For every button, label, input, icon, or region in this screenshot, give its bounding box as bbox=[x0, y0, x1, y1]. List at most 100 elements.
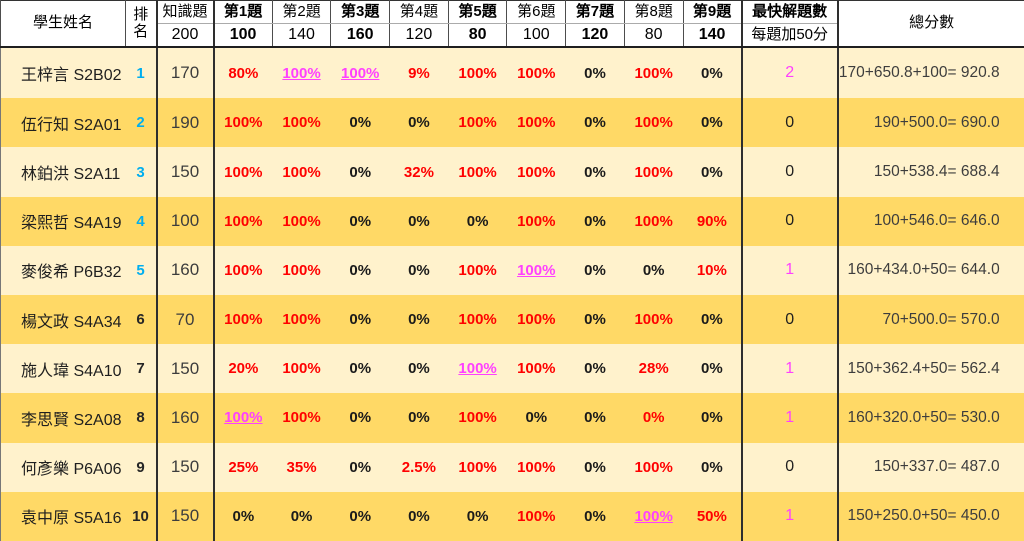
score-cell-q9: 90% bbox=[683, 196, 742, 246]
score-cell-q6: 100% bbox=[506, 98, 566, 148]
table-row: 林鉑洪 S2A11 3 150 100% 100% 0% 32% 100% 100% 0% 1… bbox=[0, 147, 1024, 197]
rank-value: 10 bbox=[125, 491, 157, 541]
table-body: 王梓言 S2B02 1 170 80% 100% 100% 9% 100% 100% 0% 1… bbox=[0, 47, 1024, 541]
score-cell-q7: 0% bbox=[565, 491, 625, 541]
fastest-count: 2 bbox=[740, 47, 839, 99]
table-row: 袁中原 S5A16 10 150 0% 0% 0% 0% 0% 100% 0% 100% 50%… bbox=[0, 491, 1024, 541]
header-knowledge-label: 知識題 bbox=[155, 0, 215, 24]
score-cell-q3: 0% bbox=[330, 491, 390, 541]
rank-value: 5 bbox=[125, 245, 157, 295]
score-cell-q7: 0% bbox=[565, 442, 625, 492]
score-cell-q1: 100% bbox=[213, 196, 273, 246]
score-cell-q3[interactable]: 100% bbox=[330, 47, 390, 99]
knowledge-score: 100 bbox=[155, 196, 215, 246]
score-cell-q8: 0% bbox=[624, 245, 683, 295]
score-cell-q9: 10% bbox=[683, 245, 742, 295]
rank-value: 8 bbox=[125, 393, 157, 443]
total-score: 160+320.0+50= 530.0 bbox=[837, 393, 1024, 443]
student-name: 梁熙哲 S4A19 bbox=[0, 196, 126, 246]
knowledge-score: 150 bbox=[155, 442, 215, 492]
header-student-name: 學生姓名 bbox=[0, 0, 126, 48]
table-row: 伍行知 S2A01 2 190 100% 100% 0% 0% 100% 100% 0% 10… bbox=[0, 98, 1024, 148]
score-cell-q9: 0% bbox=[683, 147, 742, 197]
student-name: 袁中原 S5A16 bbox=[0, 491, 126, 541]
score-cell-q3: 0% bbox=[330, 98, 390, 148]
score-cell-q4: 2.5% bbox=[389, 442, 449, 492]
score-cell-q4: 0% bbox=[389, 294, 449, 345]
total-score: 150+362.4+50= 562.4 bbox=[837, 344, 1024, 394]
student-name: 何彥樂 P6A06 bbox=[0, 442, 126, 492]
score-cell-q4: 0% bbox=[389, 196, 449, 246]
header-knowledge-points: 200 bbox=[155, 23, 215, 48]
score-cell-q8: 100% bbox=[624, 98, 683, 148]
score-cell-q1: 0% bbox=[213, 491, 273, 541]
score-cell-q1: 100% bbox=[213, 245, 273, 295]
knowledge-score: 160 bbox=[155, 245, 215, 295]
score-cell-q6: 100% bbox=[506, 47, 566, 99]
score-cell-q3: 0% bbox=[330, 294, 390, 345]
score-cell-q2: 100% bbox=[272, 344, 331, 394]
score-cell-q9: 0% bbox=[683, 294, 742, 345]
score-cell-q2: 100% bbox=[272, 294, 331, 345]
score-cell-q8: 100% bbox=[624, 47, 683, 99]
score-cell-q3: 0% bbox=[330, 442, 390, 492]
score-cell-q4: 32% bbox=[389, 147, 449, 197]
score-cell-q9: 0% bbox=[683, 47, 742, 99]
score-cell-q4: 0% bbox=[389, 393, 449, 443]
rank-value: 7 bbox=[125, 344, 157, 394]
score-cell-q8: 100% bbox=[624, 442, 683, 492]
score-cell-q3: 0% bbox=[330, 147, 390, 197]
knowledge-score: 170 bbox=[155, 47, 215, 99]
header-q6-label: 第6題 bbox=[506, 0, 566, 24]
score-cell-q9: 0% bbox=[683, 344, 742, 394]
score-cell-q3: 0% bbox=[330, 393, 390, 443]
score-cell-q9: 50% bbox=[683, 491, 742, 541]
score-cell-q9: 0% bbox=[683, 442, 742, 492]
score-cell-q6: 100% bbox=[506, 196, 566, 246]
score-cell-q1: 100% bbox=[213, 147, 273, 197]
fastest-count: 0 bbox=[740, 147, 839, 197]
rank-value: 1 bbox=[125, 47, 157, 99]
score-cell-q7: 0% bbox=[565, 98, 625, 148]
score-cell-q6: 100% bbox=[506, 491, 566, 541]
score-cell-q1[interactable]: 100% bbox=[213, 393, 273, 443]
fastest-count: 1 bbox=[740, 491, 839, 541]
score-cell-q5: 100% bbox=[448, 393, 507, 443]
score-cell-q1: 20% bbox=[213, 344, 273, 394]
table-row: 何彥樂 P6A06 9 150 25% 35% 0% 2.5% 100% 100% 0% 10… bbox=[0, 442, 1024, 492]
score-cell-q2[interactable]: 100% bbox=[272, 47, 331, 99]
fastest-count: 0 bbox=[740, 98, 839, 148]
header-total: 總分數 bbox=[837, 0, 1024, 48]
score-cell-q8: 100% bbox=[624, 147, 683, 197]
total-score: 70+500.0= 570.0 bbox=[837, 294, 1024, 345]
score-cell-q5[interactable]: 100% bbox=[448, 344, 507, 394]
score-cell-q6[interactable]: 100% bbox=[506, 245, 566, 295]
score-cell-q4: 0% bbox=[389, 491, 449, 541]
score-cell-q8: 100% bbox=[624, 294, 683, 345]
knowledge-score: 70 bbox=[155, 294, 215, 345]
score-cell-q2: 0% bbox=[272, 491, 331, 541]
score-cell-q3: 0% bbox=[330, 245, 390, 295]
score-cell-q7: 0% bbox=[565, 196, 625, 246]
score-cell-q5: 0% bbox=[448, 196, 507, 246]
header-q4-points: 120 bbox=[389, 23, 449, 48]
score-cell-q7: 0% bbox=[565, 344, 625, 394]
score-cell-q5: 100% bbox=[448, 294, 507, 345]
score-cell-q9: 0% bbox=[683, 98, 742, 148]
header-q1-points: 100 bbox=[213, 23, 273, 48]
fastest-count: 0 bbox=[740, 294, 839, 345]
score-cell-q7: 0% bbox=[565, 245, 625, 295]
score-cell-q9: 0% bbox=[683, 393, 742, 443]
score-cell-q4: 0% bbox=[389, 98, 449, 148]
score-cell-q7: 0% bbox=[565, 147, 625, 197]
score-cell-q8: 100% bbox=[624, 196, 683, 246]
score-cell-q2: 100% bbox=[272, 147, 331, 197]
score-cell-q5: 100% bbox=[448, 147, 507, 197]
fastest-count: 1 bbox=[740, 393, 839, 443]
student-name: 伍行知 S2A01 bbox=[0, 98, 126, 148]
rank-value: 9 bbox=[125, 442, 157, 492]
header-q9-label: 第9題 bbox=[682, 0, 742, 24]
score-cell-q8[interactable]: 100% bbox=[624, 491, 683, 541]
table-row: 楊文政 S4A34 6 70 100% 100% 0% 0% 100% 100% 0% 100… bbox=[0, 294, 1024, 345]
